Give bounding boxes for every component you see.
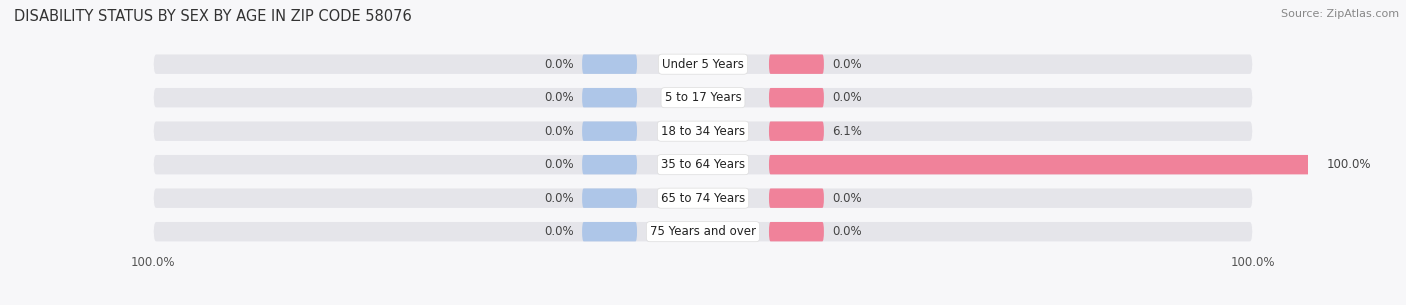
FancyBboxPatch shape: [153, 55, 1253, 74]
FancyBboxPatch shape: [582, 55, 637, 74]
Text: 0.0%: 0.0%: [832, 58, 862, 71]
Text: 0.0%: 0.0%: [544, 225, 574, 238]
FancyBboxPatch shape: [153, 155, 1253, 174]
Text: 75 Years and over: 75 Years and over: [650, 225, 756, 238]
FancyBboxPatch shape: [153, 222, 1253, 241]
Text: DISABILITY STATUS BY SEX BY AGE IN ZIP CODE 58076: DISABILITY STATUS BY SEX BY AGE IN ZIP C…: [14, 9, 412, 24]
Text: 100.0%: 100.0%: [1327, 158, 1371, 171]
Text: 0.0%: 0.0%: [832, 91, 862, 104]
Text: 35 to 64 Years: 35 to 64 Years: [661, 158, 745, 171]
FancyBboxPatch shape: [153, 88, 1253, 107]
FancyBboxPatch shape: [153, 188, 1253, 208]
FancyBboxPatch shape: [769, 188, 824, 208]
Text: 0.0%: 0.0%: [544, 58, 574, 71]
FancyBboxPatch shape: [769, 88, 824, 107]
FancyBboxPatch shape: [769, 55, 824, 74]
Text: Source: ZipAtlas.com: Source: ZipAtlas.com: [1281, 9, 1399, 19]
FancyBboxPatch shape: [769, 222, 824, 241]
Text: 0.0%: 0.0%: [832, 192, 862, 205]
FancyBboxPatch shape: [582, 88, 637, 107]
Text: 65 to 74 Years: 65 to 74 Years: [661, 192, 745, 205]
FancyBboxPatch shape: [769, 155, 1319, 174]
Text: 0.0%: 0.0%: [832, 225, 862, 238]
Text: 6.1%: 6.1%: [832, 125, 862, 138]
Text: 0.0%: 0.0%: [544, 192, 574, 205]
FancyBboxPatch shape: [153, 121, 1253, 141]
Text: 0.0%: 0.0%: [544, 125, 574, 138]
Text: 0.0%: 0.0%: [544, 158, 574, 171]
FancyBboxPatch shape: [582, 121, 637, 141]
FancyBboxPatch shape: [582, 222, 637, 241]
Text: 0.0%: 0.0%: [544, 91, 574, 104]
FancyBboxPatch shape: [582, 188, 637, 208]
Text: Under 5 Years: Under 5 Years: [662, 58, 744, 71]
FancyBboxPatch shape: [769, 121, 824, 141]
FancyBboxPatch shape: [582, 155, 637, 174]
Text: 18 to 34 Years: 18 to 34 Years: [661, 125, 745, 138]
Text: 5 to 17 Years: 5 to 17 Years: [665, 91, 741, 104]
